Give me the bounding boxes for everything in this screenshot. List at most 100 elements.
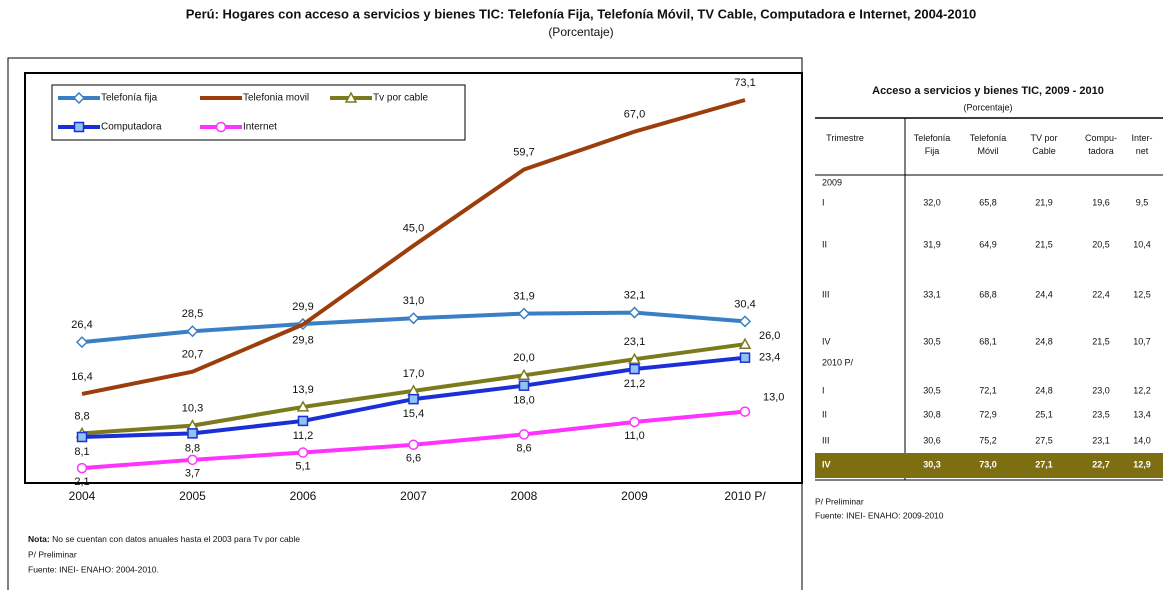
marker (76, 431, 88, 443)
marker (738, 315, 752, 328)
marker (408, 439, 419, 451)
table-cell: 14,0 (1133, 435, 1151, 445)
data-label: 6,6 (406, 453, 421, 465)
marker (628, 306, 641, 319)
marker (518, 380, 530, 391)
column-header-line: Fija (925, 146, 940, 156)
legend-label: Computadora (101, 122, 162, 133)
column-header: Inter-net (1131, 133, 1152, 156)
table-cell: 22,7 (1092, 459, 1110, 469)
series-markers (75, 306, 752, 349)
column-header-line: Móvil (977, 146, 998, 156)
table-cell: 20,5 (1092, 239, 1110, 249)
table-cell: 30,5 (923, 336, 941, 346)
table-cell: 22,4 (1092, 289, 1110, 299)
row-label: IV (822, 336, 831, 346)
x-tick-label: 2010 P/ (724, 489, 766, 503)
row-label: IV (822, 459, 831, 469)
data-label: 29,9 (292, 301, 313, 313)
table-cell: 32,0 (923, 197, 941, 207)
data-label: 17,0 (403, 368, 424, 380)
chart-note: Nota: No se cuentan con datos anuales ha… (28, 534, 300, 544)
data-label: 59,7 (513, 146, 534, 158)
data-label: 8,8 (74, 410, 89, 422)
row-label: II (822, 239, 827, 249)
data-label: 2,1 (74, 476, 89, 488)
marker (629, 416, 640, 428)
column-header-line: tadora (1088, 146, 1114, 156)
column-header: Telefonía Fija (914, 133, 951, 156)
table-cell: 10,7 (1133, 336, 1151, 346)
column-header-line: net (1136, 146, 1149, 156)
table-note: Fuente: INEI- ENAHO: 2009-2010 (815, 510, 944, 520)
group-label: 2009 (822, 177, 842, 187)
series-markers (76, 352, 751, 443)
table-cell: 19,6 (1092, 197, 1110, 207)
note-label: Nota: (28, 534, 50, 544)
table-cell: 21,5 (1092, 336, 1110, 346)
table-cell: 68,1 (979, 336, 997, 346)
marker (72, 91, 86, 105)
data-label: 8,6 (516, 442, 531, 454)
x-tick-label: 2008 (511, 489, 538, 503)
marker (187, 428, 198, 439)
page-subtitle: (Porcentaje) (548, 25, 613, 39)
marker (215, 121, 227, 133)
table-cell: 21,5 (1035, 239, 1053, 249)
table-cell: 65,8 (979, 197, 997, 207)
marker (186, 325, 199, 338)
column-header: Trimestre (826, 133, 864, 143)
plot-area (24, 72, 803, 484)
column-header: Compu-tadora (1085, 133, 1117, 156)
marker (187, 454, 198, 466)
data-label: 45,0 (403, 223, 424, 235)
table-cell: 21,9 (1035, 197, 1053, 207)
group-label: 2010 P/ (822, 357, 854, 367)
table-cell: 23,5 (1092, 409, 1110, 419)
x-tick-label: 2005 (179, 489, 206, 503)
marker (296, 400, 310, 412)
column-header-line: Cable (1032, 146, 1056, 156)
legend-label: Internet (243, 122, 277, 133)
data-label: 13,0 (763, 392, 784, 404)
data-label: 20,0 (513, 352, 534, 364)
data-label: 3,7 (185, 468, 200, 480)
data-label: 28,5 (182, 308, 203, 320)
table-cell: 9,5 (1136, 197, 1149, 207)
column-header: TV por Cable (1030, 133, 1057, 156)
legend-marker (215, 121, 227, 133)
x-tick-label: 2007 (400, 489, 427, 503)
data-label: 23,1 (624, 336, 645, 348)
x-tick-label: 2009 (621, 489, 648, 503)
legend-label: Telefonía fija (101, 93, 158, 104)
row-label: I (822, 197, 825, 207)
x-tick-label: 2006 (290, 489, 317, 503)
column-header-line: Telefonía (914, 133, 951, 143)
data-label: 18,0 (513, 395, 534, 407)
table-cell: 23,1 (1092, 435, 1110, 445)
table-cell: 23,0 (1092, 385, 1110, 395)
row-label: III (822, 435, 830, 445)
table-cell: 64,9 (979, 239, 997, 249)
marker (739, 352, 751, 363)
table-cell: 31,9 (923, 239, 941, 249)
marker (75, 336, 89, 349)
data-label: 21,2 (624, 378, 645, 390)
row-label: III (822, 289, 830, 299)
x-tick-label: 2004 (69, 489, 96, 503)
table-cell: 24,4 (1035, 289, 1053, 299)
row-label: I (822, 385, 825, 395)
data-label: 31,9 (513, 291, 534, 303)
legend-marker (73, 121, 85, 133)
data-label: 11,0 (624, 430, 645, 442)
table-cell: 24,8 (1035, 336, 1053, 346)
highlight-row (815, 453, 1163, 478)
data-label: 10,3 (182, 403, 203, 415)
marker (297, 415, 309, 427)
table-cell: 75,2 (979, 435, 997, 445)
marker (517, 307, 531, 320)
table-cell: 68,8 (979, 289, 997, 299)
table-cell: 24,8 (1035, 385, 1053, 395)
legend-label: Telefonia movil (243, 93, 309, 104)
table-cell: 30,6 (923, 435, 941, 445)
